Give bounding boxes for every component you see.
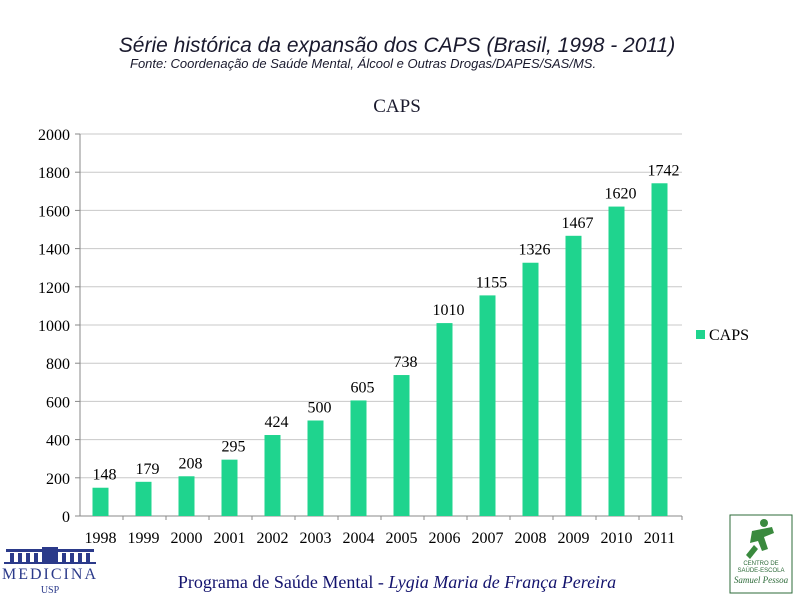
x-tick-label: 2010 [601, 530, 633, 545]
x-tick-label: 2006 [429, 530, 461, 545]
data-label: 1620 [605, 186, 637, 203]
x-tick-label: 2005 [386, 530, 418, 545]
x-tick-label: 2003 [300, 530, 332, 545]
bar [178, 476, 195, 516]
medicina-usp-logo: MEDICINA USP [2, 547, 98, 595]
legend-swatch [696, 330, 705, 339]
footer-author: Lygia Maria de França Pereira [388, 572, 617, 592]
x-tick-label: 2000 [171, 530, 203, 545]
data-label: 605 [351, 379, 375, 396]
bar [479, 295, 496, 516]
legend-label: CAPS [709, 327, 749, 344]
centro-saude-escola-logo: CENTRO DE SAÚDE-ESCOLA Samuel Pessoa [729, 514, 793, 594]
x-tick-label: 2011 [644, 530, 675, 545]
data-label: 1742 [648, 162, 680, 179]
bar [651, 183, 668, 516]
bar [393, 375, 410, 516]
bar [307, 420, 324, 516]
data-label: 179 [136, 461, 160, 478]
bar [350, 400, 367, 516]
y-tick-label: 400 [46, 433, 70, 450]
bar [264, 435, 281, 516]
chart-source: Fonte: Coordenação de Saúde Mental, Álco… [130, 56, 597, 71]
y-tick-label: 0 [62, 509, 70, 526]
data-label: 1467 [562, 215, 594, 232]
y-tick-label: 1800 [38, 165, 70, 182]
centro-logo-line3: Samuel Pessoa [734, 575, 789, 585]
chart-title: CAPS [373, 96, 421, 117]
data-label: 424 [265, 414, 289, 431]
x-tick-label: 2007 [472, 530, 504, 545]
x-tick-label: 2002 [257, 530, 289, 545]
data-label: 148 [93, 467, 117, 484]
x-tick-label: 2004 [343, 530, 375, 545]
bar [436, 323, 453, 516]
x-tick-label: 2001 [214, 530, 246, 545]
data-label: 500 [308, 400, 332, 417]
y-tick-label: 1000 [38, 318, 70, 335]
medicina-logo-text: MEDICINA [2, 566, 98, 583]
data-label: 295 [222, 439, 246, 456]
x-tick-label: 1999 [128, 530, 160, 545]
y-tick-label: 600 [46, 394, 70, 411]
chart-title-main: Série histórica da expansão dos CAPS (Br… [118, 34, 676, 57]
bar [92, 487, 109, 516]
bar [522, 262, 539, 516]
y-tick-label: 800 [46, 356, 70, 373]
y-tick-label: 2000 [38, 127, 70, 144]
x-tick-label: 2008 [515, 530, 547, 545]
running-figure-icon [746, 519, 774, 559]
data-label: 1326 [519, 242, 551, 259]
y-tick-label: 1600 [38, 203, 70, 220]
y-tick-label: 200 [46, 471, 70, 488]
data-label: 1155 [476, 274, 507, 291]
bar [221, 459, 238, 516]
centro-logo-line1: CENTRO DE [743, 561, 778, 567]
bar-chart: CAPS 0 200 400 600 800 1000 1200 1400 1600 1800 200… [38, 96, 749, 545]
building-icon [4, 547, 96, 564]
y-tick-label: 1400 [38, 242, 70, 259]
x-tick-label: 1998 [85, 530, 117, 545]
x-tick-label: 2009 [558, 530, 590, 545]
bar [608, 206, 625, 516]
data-label: 738 [394, 354, 418, 371]
footer-program: Programa de Saúde Mental - [177, 572, 389, 592]
y-tick-label: 1200 [38, 280, 70, 297]
centro-logo-line2: SAÚDE-ESCOLA [737, 567, 784, 574]
data-label: 1010 [433, 302, 465, 319]
bar [135, 481, 152, 516]
data-label: 208 [179, 455, 203, 472]
usp-logo-text: USP [41, 585, 60, 595]
footer-credit: Programa de Saúde Mental - Lygia Maria d… [0, 572, 794, 593]
bar [565, 235, 582, 517]
